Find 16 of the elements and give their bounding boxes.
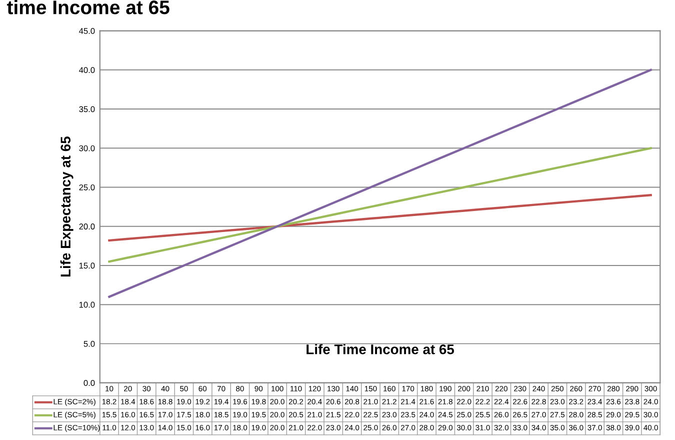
chart-title: time Income at 65 [6,0,170,14]
line-series [108,194,652,242]
x-axis-title: Life Time Income at 65 [306,344,454,354]
y-tick-label: 20.0 [79,224,95,230]
y-tick-label: 15.0 [79,262,95,269]
y-tick-label: 5.0 [84,340,95,347]
y-tick-label: 45.0 [79,28,95,34]
y-tick-label: 0.0 [84,380,95,386]
y-tick-label: 25.0 [79,184,95,190]
y-tick-label: 30.0 [79,145,95,152]
line-series [108,68,652,298]
y-tick-label: 10.0 [79,302,95,308]
line-series [108,147,652,263]
y-axis-title: Life Expectancy at 65 [60,136,74,276]
y-tick-label: 35.0 [79,106,95,112]
y-tick-label: 40.0 [79,67,95,74]
